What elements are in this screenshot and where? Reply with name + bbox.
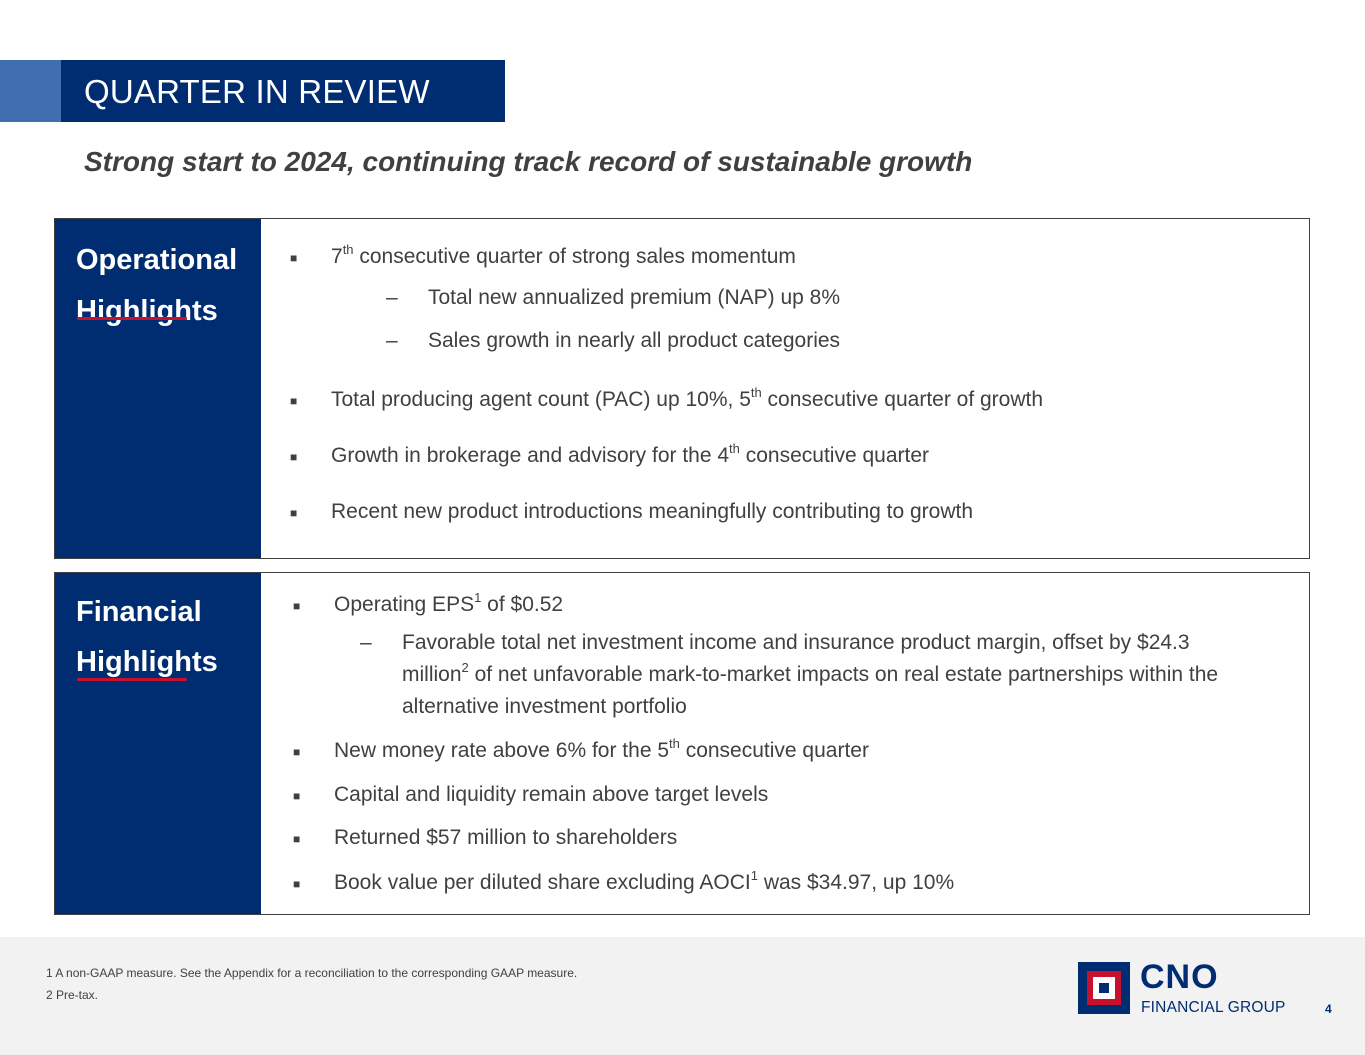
fin-sub-nii-line1: Favorable total net investment income an… — [402, 631, 1190, 655]
superscript: th — [751, 385, 762, 400]
fin-sub-nii-line2: million2 of net unfavorable mark-to-mark… — [402, 663, 1218, 687]
superscript: 1 — [474, 590, 481, 605]
operational-heading-line2: Highlights — [76, 286, 237, 337]
text: consecutive quarter of growth — [762, 388, 1043, 411]
fin-bullet-returned: Returned $57 million to shareholders — [334, 826, 677, 850]
bullet-marker: ■ — [293, 745, 300, 759]
bullet-marker: ■ — [293, 789, 300, 803]
text: of $0.52 — [481, 593, 563, 616]
superscript: th — [729, 441, 740, 456]
text: 7 — [331, 245, 343, 268]
op-bullet-brokerage: Growth in brokerage and advisory for the… — [331, 444, 929, 468]
footnote-2: 2 Pre-tax. — [46, 988, 98, 1002]
text: Book value per diluted share excluding A… — [334, 871, 751, 894]
op-bullet-sales-momentum: 7th consecutive quarter of strong sales … — [331, 245, 796, 269]
bullet-marker: ■ — [293, 599, 300, 613]
financial-heading-line1: Financial — [76, 587, 218, 637]
footnote-1: 1 A non-GAAP measure. See the Appendix f… — [46, 966, 577, 980]
text: Total producing agent count (PAC) up 10%… — [331, 388, 751, 411]
bullet-marker: ■ — [290, 394, 297, 408]
financial-heading: Financial Highlights — [76, 587, 218, 687]
text: million — [402, 663, 462, 686]
operational-heading: Operational Highlights — [76, 235, 237, 337]
page-subtitle: Strong start to 2024, continuing track r… — [84, 146, 972, 178]
footer — [0, 937, 1365, 1055]
operational-sidebar: Operational Highlights — [55, 219, 261, 558]
superscript: th — [669, 736, 680, 751]
page-title: QUARTER IN REVIEW — [84, 60, 430, 122]
fin-bullet-book-value: Book value per diluted share excluding A… — [334, 871, 954, 895]
bullet-marker: ■ — [293, 877, 300, 891]
bullet-marker: ■ — [290, 506, 297, 520]
operational-red-rule — [77, 317, 187, 320]
fin-bullet-new-money-rate: New money rate above 6% for the 5th cons… — [334, 739, 869, 763]
text: of net unfavorable mark-to-market impact… — [469, 663, 1218, 686]
financial-sidebar: Financial Highlights — [55, 573, 261, 914]
fin-sub-nii-line3: alternative investment portfolio — [402, 695, 687, 719]
text: Growth in brokerage and advisory for the… — [331, 444, 729, 467]
bullet-marker: ■ — [290, 251, 297, 265]
superscript: 1 — [751, 868, 758, 883]
dash-marker: – — [386, 286, 398, 310]
text: consecutive quarter of strong sales mome… — [354, 245, 796, 268]
superscript: th — [343, 242, 354, 257]
bullet-marker: ■ — [290, 450, 297, 464]
operational-heading-line1: Operational — [76, 235, 237, 286]
text: was $34.97, up 10% — [758, 871, 954, 894]
text: consecutive quarter — [740, 444, 929, 467]
op-bullet-pac: Total producing agent count (PAC) up 10%… — [331, 388, 1043, 412]
logo-subtitle: FINANCIAL GROUP — [1141, 999, 1286, 1017]
header-accent-block — [0, 60, 61, 122]
logo-wordmark: CNO — [1140, 960, 1219, 994]
financial-red-rule — [77, 678, 187, 681]
bullet-marker: ■ — [293, 832, 300, 846]
text: consecutive quarter — [680, 739, 869, 762]
superscript: 2 — [462, 660, 469, 675]
op-sub-nap: Total new annualized premium (NAP) up 8% — [428, 286, 840, 310]
dash-marker: – — [386, 329, 398, 353]
text: New money rate above 6% for the 5 — [334, 739, 669, 762]
cno-logo-mark-icon — [1078, 962, 1130, 1014]
dash-marker: – — [360, 631, 372, 655]
op-bullet-new-products: Recent new product introductions meaning… — [331, 500, 973, 524]
text: Operating EPS — [334, 593, 474, 616]
fin-bullet-eps: Operating EPS1 of $0.52 — [334, 593, 563, 617]
logo-center-square — [1099, 983, 1109, 993]
op-sub-sales-growth: Sales growth in nearly all product categ… — [428, 329, 840, 353]
page-number: 4 — [1325, 1002, 1332, 1016]
fin-bullet-capital: Capital and liquidity remain above targe… — [334, 783, 768, 807]
